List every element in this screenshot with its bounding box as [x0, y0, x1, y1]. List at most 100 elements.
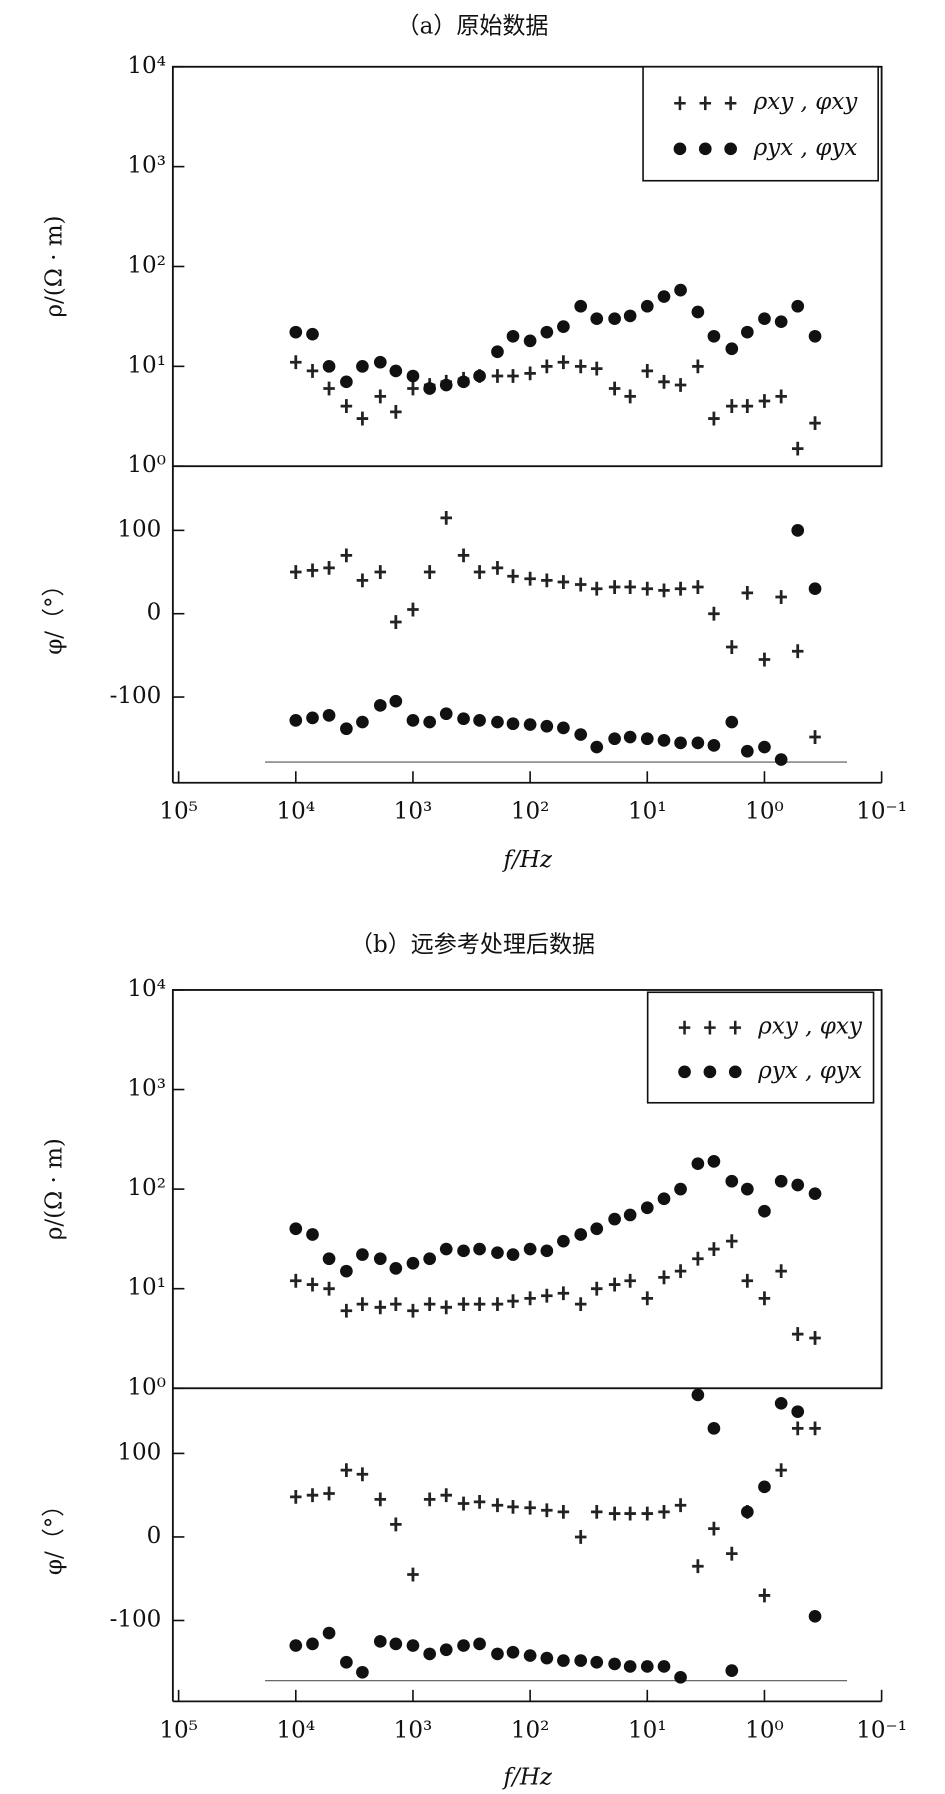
legend-dot [678, 1065, 691, 1079]
dot-marker [356, 1665, 369, 1679]
dot-marker [657, 734, 671, 747]
plus-marker [741, 1273, 754, 1288]
legend-plus [704, 1020, 716, 1035]
plus-marker [290, 1273, 302, 1288]
plus-marker [708, 606, 720, 621]
phi-tick-label: 100 [117, 1439, 161, 1465]
dot-marker [523, 718, 537, 731]
dot-marker [473, 714, 486, 727]
plus-marker [809, 1421, 821, 1436]
plus-marker [390, 615, 402, 629]
plus-marker [457, 1496, 470, 1511]
x-tick-label: 10⁰ [745, 799, 784, 825]
rho-axis-label: ρ/(Ω · m) [41, 215, 67, 317]
dot-marker [540, 1651, 554, 1665]
dot-marker [640, 1201, 654, 1215]
dot-marker [389, 1262, 403, 1275]
plus-marker [306, 1488, 319, 1503]
phi-tick-label: 0 [147, 1523, 162, 1549]
plus-marker [692, 1251, 704, 1266]
plus-marker [574, 1530, 587, 1544]
plus-marker [440, 510, 452, 525]
dot-marker [491, 1246, 504, 1259]
plus-marker [692, 580, 704, 594]
rho-axis-label: ρ/(Ω · m) [41, 1138, 67, 1240]
legend-dot [698, 142, 712, 156]
plus-marker [775, 1463, 787, 1478]
panel-title: （a）原始数据 [397, 14, 549, 40]
dot-marker [473, 1242, 486, 1256]
plus-marker [692, 1559, 704, 1574]
plus-marker [726, 399, 738, 413]
dot-marker [557, 320, 570, 333]
dot-marker [373, 1252, 387, 1266]
dot-marker [540, 1244, 554, 1258]
x-tick-label: 10⁻¹ [856, 1717, 907, 1743]
dot-marker [691, 736, 705, 750]
plus-marker [323, 1486, 335, 1501]
dot-marker [791, 1405, 805, 1418]
dot-marker [758, 740, 771, 754]
dot-marker [506, 1248, 520, 1261]
x-tick-label: 10³ [394, 799, 433, 825]
plus-marker [390, 404, 402, 419]
dot-marker [740, 744, 754, 758]
x-tick-label: 10⁻¹ [856, 799, 907, 825]
plus-marker [507, 369, 519, 383]
plus-marker [390, 1297, 402, 1312]
dot-marker [623, 1660, 637, 1673]
plus-marker [440, 1300, 452, 1315]
dot-marker [740, 1505, 754, 1519]
plus-marker [356, 1297, 369, 1312]
plus-marker [658, 374, 670, 389]
dot-marker [740, 1182, 754, 1196]
dot-marker [306, 1228, 319, 1241]
plus-marker [741, 585, 754, 600]
rho-tick-label: 10¹ [127, 1275, 166, 1301]
plus-marker [440, 1488, 452, 1503]
rho-tick-label: 10³ [127, 153, 166, 179]
dot-marker [423, 715, 437, 729]
plus-marker [692, 359, 704, 374]
plus-marker [473, 1297, 486, 1312]
dot-marker [590, 1655, 604, 1669]
plus-marker [491, 1297, 504, 1312]
plus-marker [809, 416, 821, 431]
dot-marker [289, 325, 303, 339]
plus-marker [390, 1517, 402, 1532]
dot-marker [557, 1234, 570, 1248]
dot-marker [373, 355, 387, 369]
dot-marker [657, 290, 671, 303]
x-tick-label: 10⁵ [159, 1717, 198, 1743]
plus-marker [290, 355, 302, 370]
dot-marker [423, 1647, 437, 1661]
dot-marker [506, 717, 520, 731]
dot-marker [758, 1204, 771, 1218]
x-tick-label: 10³ [394, 1717, 433, 1743]
dot-marker [657, 1192, 671, 1206]
dot-marker [473, 1637, 486, 1651]
x-axis-label: f/Hz [502, 1764, 553, 1790]
dot-marker [590, 740, 604, 754]
dot-marker [306, 1637, 319, 1651]
legend-label: ρyx , φyx [757, 1058, 862, 1084]
plus-marker [641, 581, 654, 596]
plus-marker [758, 652, 771, 667]
plus-marker [708, 411, 720, 426]
phi-axis-label: φ/（°） [41, 573, 67, 654]
plus-marker [658, 1270, 670, 1285]
dot-marker [691, 1157, 705, 1171]
plus-marker [708, 1242, 720, 1256]
dot-marker [725, 342, 739, 356]
dot-marker [340, 375, 353, 389]
dot-marker [457, 712, 470, 726]
dot-marker [674, 1182, 687, 1196]
plus-marker [541, 1288, 553, 1303]
dot-marker [608, 1657, 621, 1671]
plus-marker [290, 1489, 302, 1504]
plus-marker [624, 580, 636, 594]
dot-marker [808, 1187, 822, 1200]
dot-marker [623, 730, 637, 744]
plus-marker [374, 565, 387, 579]
